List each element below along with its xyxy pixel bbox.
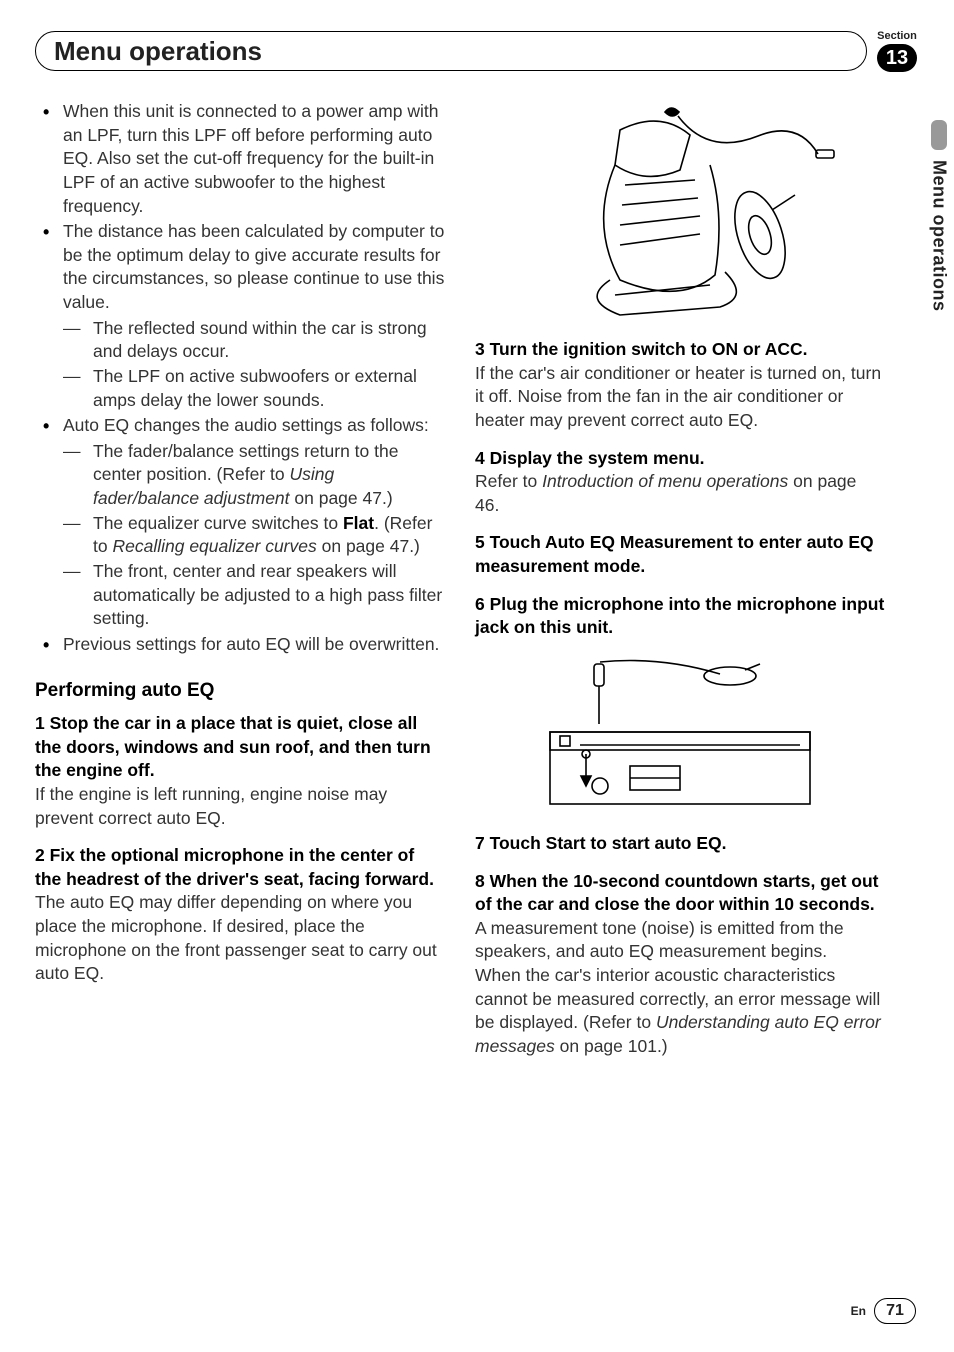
seat-microphone-illustration <box>520 100 840 320</box>
body-text: on page 47.) <box>290 488 393 508</box>
italic-ref: Recalling equalizer curves <box>112 536 316 556</box>
left-column: When this unit is connected to a power a… <box>35 100 445 1073</box>
step-lead: 8 When the 10-second countdown starts, g… <box>475 870 885 917</box>
page-title: Menu operations <box>54 36 262 67</box>
step-body: If the car's air conditioner or heater i… <box>475 362 885 433</box>
body-text: Refer to <box>475 471 542 491</box>
step-lead: 3 Turn the ignition switch to ON or ACC. <box>475 338 885 362</box>
step-lead: 6 Plug the microphone into the microphon… <box>475 593 885 640</box>
subheading: Performing auto EQ <box>35 678 445 704</box>
step-3: 3 Turn the ignition switch to ON or ACC.… <box>475 338 885 433</box>
right-column: 3 Turn the ignition switch to ON or ACC.… <box>475 100 885 1073</box>
side-tab-marker <box>931 120 947 150</box>
step-body: Refer to Introduction of menu operations… <box>475 470 885 517</box>
bold-text: Flat <box>343 513 374 533</box>
list-item: When this unit is connected to a power a… <box>35 100 445 218</box>
step-1: 1 Stop the car in a place that is quiet,… <box>35 712 445 830</box>
step-lead: 4 Display the system menu. <box>475 447 885 471</box>
body-text: The distance has been calculated by comp… <box>63 221 444 312</box>
unit-jack-illustration <box>530 654 830 814</box>
step-lead: 2 Fix the optional microphone in the cen… <box>35 844 445 891</box>
page-footer: En 71 <box>851 1298 916 1324</box>
step-8: 8 When the 10-second countdown starts, g… <box>475 870 885 1059</box>
step-lead: 7 Touch Start to start auto EQ. <box>475 832 885 856</box>
list-item: The equalizer curve switches to Flat. (R… <box>63 512 445 559</box>
title-capsule: Menu operations <box>35 31 867 71</box>
section-label: Section <box>875 30 919 42</box>
bullet-list: When this unit is connected to a power a… <box>35 100 445 656</box>
step-2: 2 Fix the optional microphone in the cen… <box>35 844 445 986</box>
step-body: When the car's interior acoustic charact… <box>475 964 885 1059</box>
list-item: Previous settings for auto EQ will be ov… <box>35 633 445 657</box>
step-5: 5 Touch Auto EQ Measurement to enter aut… <box>475 531 885 578</box>
body-text: on page 101.) <box>555 1036 668 1056</box>
side-tab-text: Menu operations <box>929 160 950 312</box>
section-badge: Section 13 <box>875 30 919 72</box>
italic-ref: Introduction of menu operations <box>542 471 788 491</box>
step-body: If the engine is left running, engine no… <box>35 783 445 830</box>
page-header: Menu operations Section 13 <box>35 30 919 72</box>
footer-page-number: 71 <box>874 1298 916 1324</box>
section-number: 13 <box>877 44 917 72</box>
list-item: The front, center and rear speakers will… <box>63 560 445 631</box>
side-tab: Menu operations <box>924 120 954 312</box>
body-text: The fader/balance settings return to the… <box>93 441 398 485</box>
step-lead: 5 Touch Auto EQ Measurement to enter aut… <box>475 531 885 578</box>
body-text: on page 47.) <box>317 536 420 556</box>
step-body: A measurement tone (noise) is emitted fr… <box>475 917 885 964</box>
list-item: The fader/balance settings return to the… <box>63 440 445 511</box>
step-7: 7 Touch Start to start auto EQ. <box>475 832 885 856</box>
step-body: The auto EQ may differ depending on wher… <box>35 891 445 986</box>
list-item: The distance has been calculated by comp… <box>35 220 445 412</box>
list-item: Auto EQ changes the audio settings as fo… <box>35 414 445 631</box>
step-4: 4 Display the system menu. Refer to Intr… <box>475 447 885 518</box>
step-6: 6 Plug the microphone into the microphon… <box>475 593 885 640</box>
step-lead: 1 Stop the car in a place that is quiet,… <box>35 712 445 783</box>
body-text: Auto EQ changes the audio settings as fo… <box>63 415 429 435</box>
dash-list: The fader/balance settings return to the… <box>63 440 445 631</box>
body-text: The equalizer curve switches to <box>93 513 343 533</box>
footer-lang: En <box>851 1304 866 1318</box>
dash-list: The reflected sound within the car is st… <box>63 317 445 413</box>
list-item: The reflected sound within the car is st… <box>63 317 445 364</box>
content-columns: When this unit is connected to a power a… <box>35 100 895 1073</box>
list-item: The LPF on active subwoofers or external… <box>63 365 445 412</box>
